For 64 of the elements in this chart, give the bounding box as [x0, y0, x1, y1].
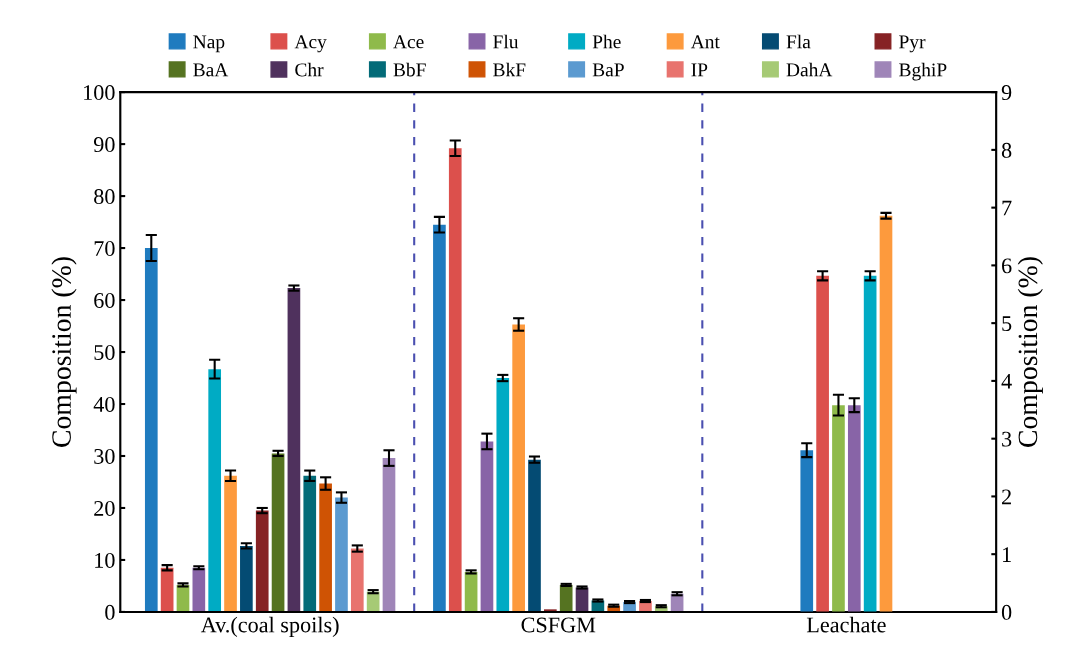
legend-label: Ant	[690, 35, 720, 49]
legend-label: Phe	[592, 34, 621, 49]
legend-label: Nap	[193, 35, 225, 53]
legend-label: BaP	[592, 63, 624, 77]
bar	[287, 288, 301, 612]
legend-label: Acy	[294, 35, 327, 53]
y-tick-label: 70	[94, 241, 115, 256]
bar	[433, 224, 446, 612]
y-tick-label: 20	[94, 500, 115, 516]
legend-label: Chr	[295, 62, 324, 77]
bar	[480, 441, 494, 612]
bar	[303, 475, 317, 612]
legend-label: DahA	[786, 62, 833, 77]
y-tick-label: 100	[84, 85, 115, 101]
bar	[144, 248, 158, 612]
legend-label: Flu	[493, 34, 519, 49]
y-tick-label: 90	[93, 137, 115, 153]
bar	[224, 475, 237, 612]
y-tick-label: 50	[94, 344, 115, 360]
bar	[271, 453, 285, 612]
x-tick-label: Av.(coal spoils)	[200, 616, 339, 637]
legend-label: BbF	[393, 62, 426, 77]
legend-label: BghiP	[899, 62, 947, 81]
bar	[335, 497, 348, 612]
y2-tick-label: 6	[1002, 258, 1012, 274]
y2-tick-label: 4	[1001, 373, 1012, 389]
legend-label: Pyr	[899, 35, 926, 53]
y2-tick-label: 5	[1002, 316, 1012, 332]
x-tick-label: CSFGM	[521, 617, 596, 633]
y2-tick-label: 0	[1001, 604, 1012, 620]
y-tick-label: 60	[94, 292, 115, 308]
y2-tick-label: 8	[1001, 142, 1012, 158]
bar	[319, 483, 332, 612]
bar	[382, 458, 396, 612]
bar	[528, 459, 541, 612]
bar	[240, 545, 253, 612]
y2-tick-label: 7	[1002, 200, 1012, 216]
y2-tick-label: 3	[1002, 431, 1012, 447]
bar	[160, 567, 174, 612]
legend-label: Fla	[786, 34, 811, 49]
bar	[448, 148, 462, 612]
bar	[255, 510, 269, 612]
y2-axis-title: Composition (%)	[1017, 257, 1043, 447]
legend-label: BkF	[493, 62, 526, 77]
legend-label: BaA	[193, 63, 229, 77]
bar	[512, 324, 525, 612]
bar	[208, 369, 222, 612]
y-tick-label: 30	[94, 448, 115, 464]
bar	[350, 548, 364, 612]
y-tick-label: 40	[93, 396, 115, 412]
y2-tick-label: 9	[1001, 85, 1012, 101]
y-tick-label: 10	[95, 552, 115, 568]
bar	[192, 567, 206, 612]
y-tick-label: 0	[105, 604, 115, 620]
y2-tick-label: 1	[1003, 547, 1011, 562]
y-tick-label: 80	[94, 189, 115, 205]
y-axis-title: Composition (%)	[51, 257, 77, 447]
legend-label: IP	[691, 63, 708, 77]
x-tick-label: Leachate	[806, 616, 886, 633]
bar	[559, 584, 573, 612]
legend-label: Ace	[393, 35, 424, 49]
bar	[496, 378, 510, 612]
y2-tick-label: 2	[1002, 489, 1011, 505]
bar	[464, 571, 478, 612]
